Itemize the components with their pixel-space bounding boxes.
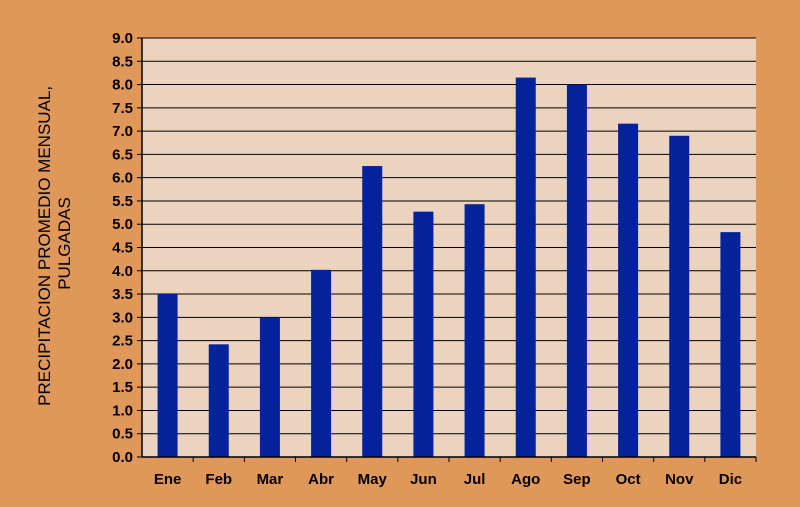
gridlines — [142, 37, 756, 435]
bar-abr — [311, 269, 332, 457]
bar-nov — [669, 135, 690, 457]
x-tick-labels: Ene Feb Mar Abr May Jun Jul Ago Sep Oct Nov Dic — [154, 457, 757, 488]
y-tick-label: 7.5 — [112, 100, 133, 117]
y-tick-label: 6.5 — [112, 146, 133, 163]
y-tick-label: 3.0 — [112, 309, 133, 326]
bar-sep — [566, 84, 587, 458]
y-tick-label: 1.5 — [112, 379, 133, 396]
x-tick-label: Jul — [464, 471, 486, 488]
bars — [157, 77, 741, 458]
y-tick-label: 5.0 — [112, 216, 133, 233]
x-tick-label: Abr — [308, 471, 334, 488]
y-axis-title: PRECIPITACION PROMEDIO MENSUAL, PULGADAS — [35, 81, 74, 406]
y-tick-label: 7.0 — [112, 123, 133, 140]
x-tick-label: Ene — [154, 471, 182, 488]
bar-ene — [157, 294, 178, 457]
x-tick-label: Nov — [665, 471, 694, 488]
y-axis-title-line-2: PULGADAS — [55, 197, 74, 290]
y-tick-label: 6.0 — [112, 170, 133, 187]
y-tick-label: 4.5 — [112, 240, 133, 257]
x-tick-label: Jun — [410, 471, 437, 488]
y-tick-label: 0.0 — [112, 449, 133, 466]
x-tick-label: Ago — [511, 471, 540, 488]
y-tick-labels: 0.0 0.5 1.0 1.5 2.0 2.5 3.0 3.5 4.0 4.5 5.0 5.5 6.0 6… — [112, 30, 142, 466]
x-tick-label: Feb — [205, 471, 232, 488]
y-tick-label: 8.0 — [112, 77, 133, 94]
y-tick-label: 1.0 — [112, 402, 133, 419]
bar-mar — [259, 317, 280, 457]
y-tick-label: 4.0 — [112, 263, 133, 280]
y-tick-label: 2.5 — [112, 333, 133, 350]
x-tick-label: May — [358, 471, 388, 488]
x-tick-label: Sep — [563, 471, 591, 488]
y-tick-label: 9.0 — [112, 30, 133, 47]
x-tick-label: Mar — [257, 471, 284, 488]
y-tick-label: 5.5 — [112, 193, 133, 210]
bar-dic — [720, 232, 741, 457]
y-tick-label: 0.5 — [112, 426, 133, 443]
bar-may — [362, 166, 383, 457]
bar-oct — [618, 123, 639, 457]
y-tick-label: 3.5 — [112, 286, 133, 303]
y-tick-label: 2.0 — [112, 356, 133, 373]
x-tick-label: Dic — [719, 471, 742, 488]
y-tick-label: 8.5 — [112, 53, 133, 70]
x-tick-label: Oct — [616, 471, 641, 488]
bar-jul — [464, 204, 485, 457]
bar-feb — [208, 344, 229, 457]
bar-ago — [515, 77, 536, 458]
bar-jun — [413, 211, 434, 457]
y-axis-title-line-1: PRECIPITACION PROMEDIO MENSUAL, — [35, 86, 54, 406]
